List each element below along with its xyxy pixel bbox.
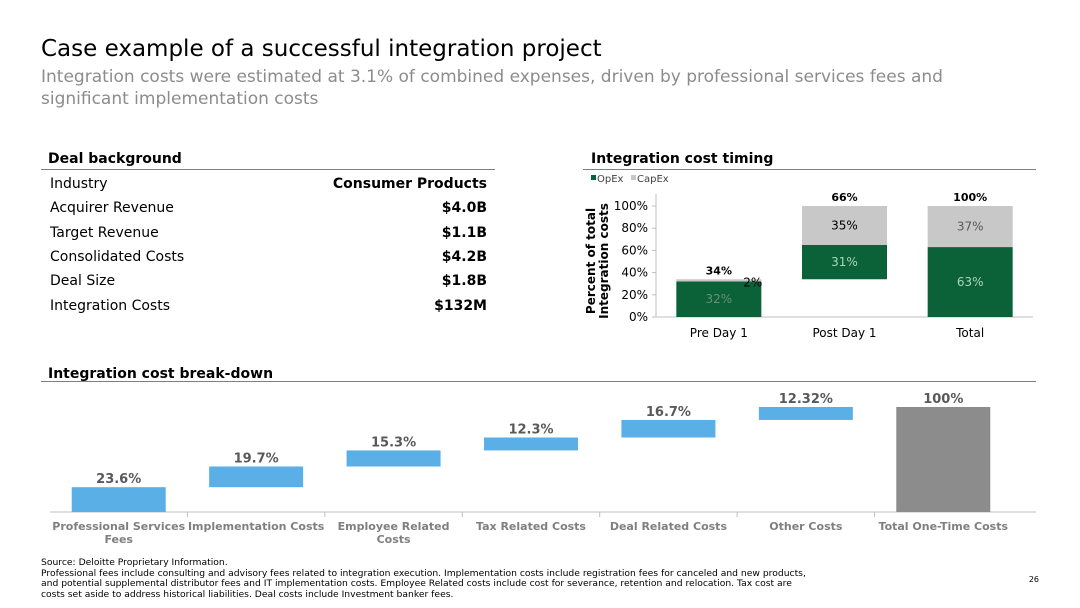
deal-row-label: Industry: [50, 176, 108, 192]
source-note: Source: Deloitte Proprietary Information…: [41, 557, 228, 568]
deal-row-label: Acquirer Revenue: [50, 200, 174, 217]
deal-row: Consolidated Costs $4.2B: [50, 245, 487, 269]
bar-capex: [676, 279, 762, 282]
deal-row-label: Deal Size: [50, 273, 116, 290]
data-label-capex: 2%: [743, 275, 762, 289]
breakdown-rule: [41, 381, 1036, 382]
deal-row-value: $1.1B: [441, 224, 487, 241]
deal-row: Industry Consumer Products: [50, 172, 487, 196]
x-tick-label: Tax Related Costs: [476, 520, 586, 533]
x-tick-label: Total One-Time Costs: [879, 520, 1009, 533]
data-label-total: 100%: [953, 191, 987, 204]
deal-row-label: Integration Costs: [50, 297, 171, 314]
data-label-capex: 35%: [831, 218, 858, 232]
bar-capex: [802, 206, 887, 245]
page-title: Case example of a successful integration…: [41, 36, 602, 62]
x-tick-label: Post Day 1: [812, 326, 876, 340]
bar-step: [71, 487, 166, 512]
deal-row-label: Consolidated Costs: [50, 248, 185, 265]
timing-heading: Integration cost timing: [591, 151, 774, 167]
deal-row: Deal Size $1.8B: [50, 269, 487, 293]
deal-background-heading: Deal background: [48, 151, 182, 167]
x-tick-label: Pre Day 1: [690, 326, 748, 340]
bar-opex: [802, 244, 887, 280]
data-label: 16.7%: [646, 405, 691, 420]
data-label: 12.3%: [508, 422, 553, 437]
x-tick-label: Professional Services: [52, 520, 185, 533]
data-label-opex: 63%: [957, 275, 984, 289]
data-label: 100%: [923, 392, 963, 407]
data-label-opex: 31%: [831, 255, 858, 269]
bar-step: [621, 419, 716, 438]
page-number: 26: [1028, 575, 1039, 584]
deal-row-value: $4.2B: [441, 248, 487, 265]
legend-swatch: [591, 175, 596, 180]
deal-row-value: Consumer Products: [332, 176, 487, 192]
footnotes: Source: Deloitte Proprietary Information…: [41, 557, 821, 600]
breakdown-heading: Integration cost break-down: [48, 366, 274, 382]
y-tick-label: 0%: [629, 310, 648, 324]
deal-row-value: $1.8B: [441, 273, 487, 290]
bar-opex: [927, 247, 1013, 317]
deal-row: Acquirer Revenue $4.0B: [50, 196, 487, 220]
data-label-total: 34%: [706, 264, 732, 277]
deal-row-value: $4.0B: [441, 200, 487, 217]
x-tick-label: Costs: [377, 533, 411, 546]
y-axis-title: Percent of total: [584, 208, 598, 314]
bar-capex: [927, 206, 1013, 248]
legend-swatch: [631, 175, 636, 180]
deal-row-value: $132M: [434, 297, 487, 314]
x-tick-label: Deal Related Costs: [610, 520, 728, 533]
y-axis-title: Integration costs: [597, 203, 611, 319]
data-label: 12.32%: [779, 392, 833, 407]
bar-step: [758, 407, 853, 420]
deal-row-label: Target Revenue: [50, 224, 159, 241]
bar-step: [346, 450, 441, 467]
bar-step: [209, 466, 304, 488]
data-label: 15.3%: [371, 435, 416, 450]
x-tick-label: Fees: [104, 533, 133, 546]
y-tick-label: 40%: [621, 266, 648, 280]
footnote-line: costs set aside to address historical li…: [41, 588, 454, 600]
y-tick-label: 60%: [621, 243, 648, 257]
data-label-capex: 37%: [957, 220, 984, 234]
y-tick-label: 20%: [621, 288, 648, 302]
x-tick-label: Other Costs: [769, 520, 843, 533]
deal-row: Target Revenue $1.1B: [50, 221, 487, 245]
footnote-line: Professional fees include consulting and…: [41, 567, 806, 579]
page-subtitle: Integration costs were estimated at 3.1%…: [41, 67, 943, 109]
legend-label: OpEx: [597, 174, 624, 185]
data-label-total: 66%: [831, 191, 857, 204]
bar-step: [484, 437, 578, 451]
y-tick-label: 80%: [621, 221, 648, 235]
deal-row: Integration Costs $132M: [50, 294, 487, 318]
bar-total: [896, 407, 991, 512]
y-tick-label: 100%: [614, 199, 648, 213]
footnote-line: and potential supplemental distributor f…: [41, 578, 792, 590]
x-tick-label: Implementation Costs: [188, 520, 325, 533]
legend-label: CapEx: [637, 174, 669, 185]
data-label: 19.7%: [234, 451, 279, 466]
data-label: 23.6%: [96, 472, 141, 487]
timing-rule: [583, 169, 1036, 170]
data-label-opex: 32%: [705, 292, 732, 306]
x-tick-label: Total: [955, 326, 984, 340]
bar-opex: [676, 281, 762, 317]
deal-background-rule: [41, 169, 495, 170]
x-tick-label: Employee Related: [338, 520, 450, 533]
